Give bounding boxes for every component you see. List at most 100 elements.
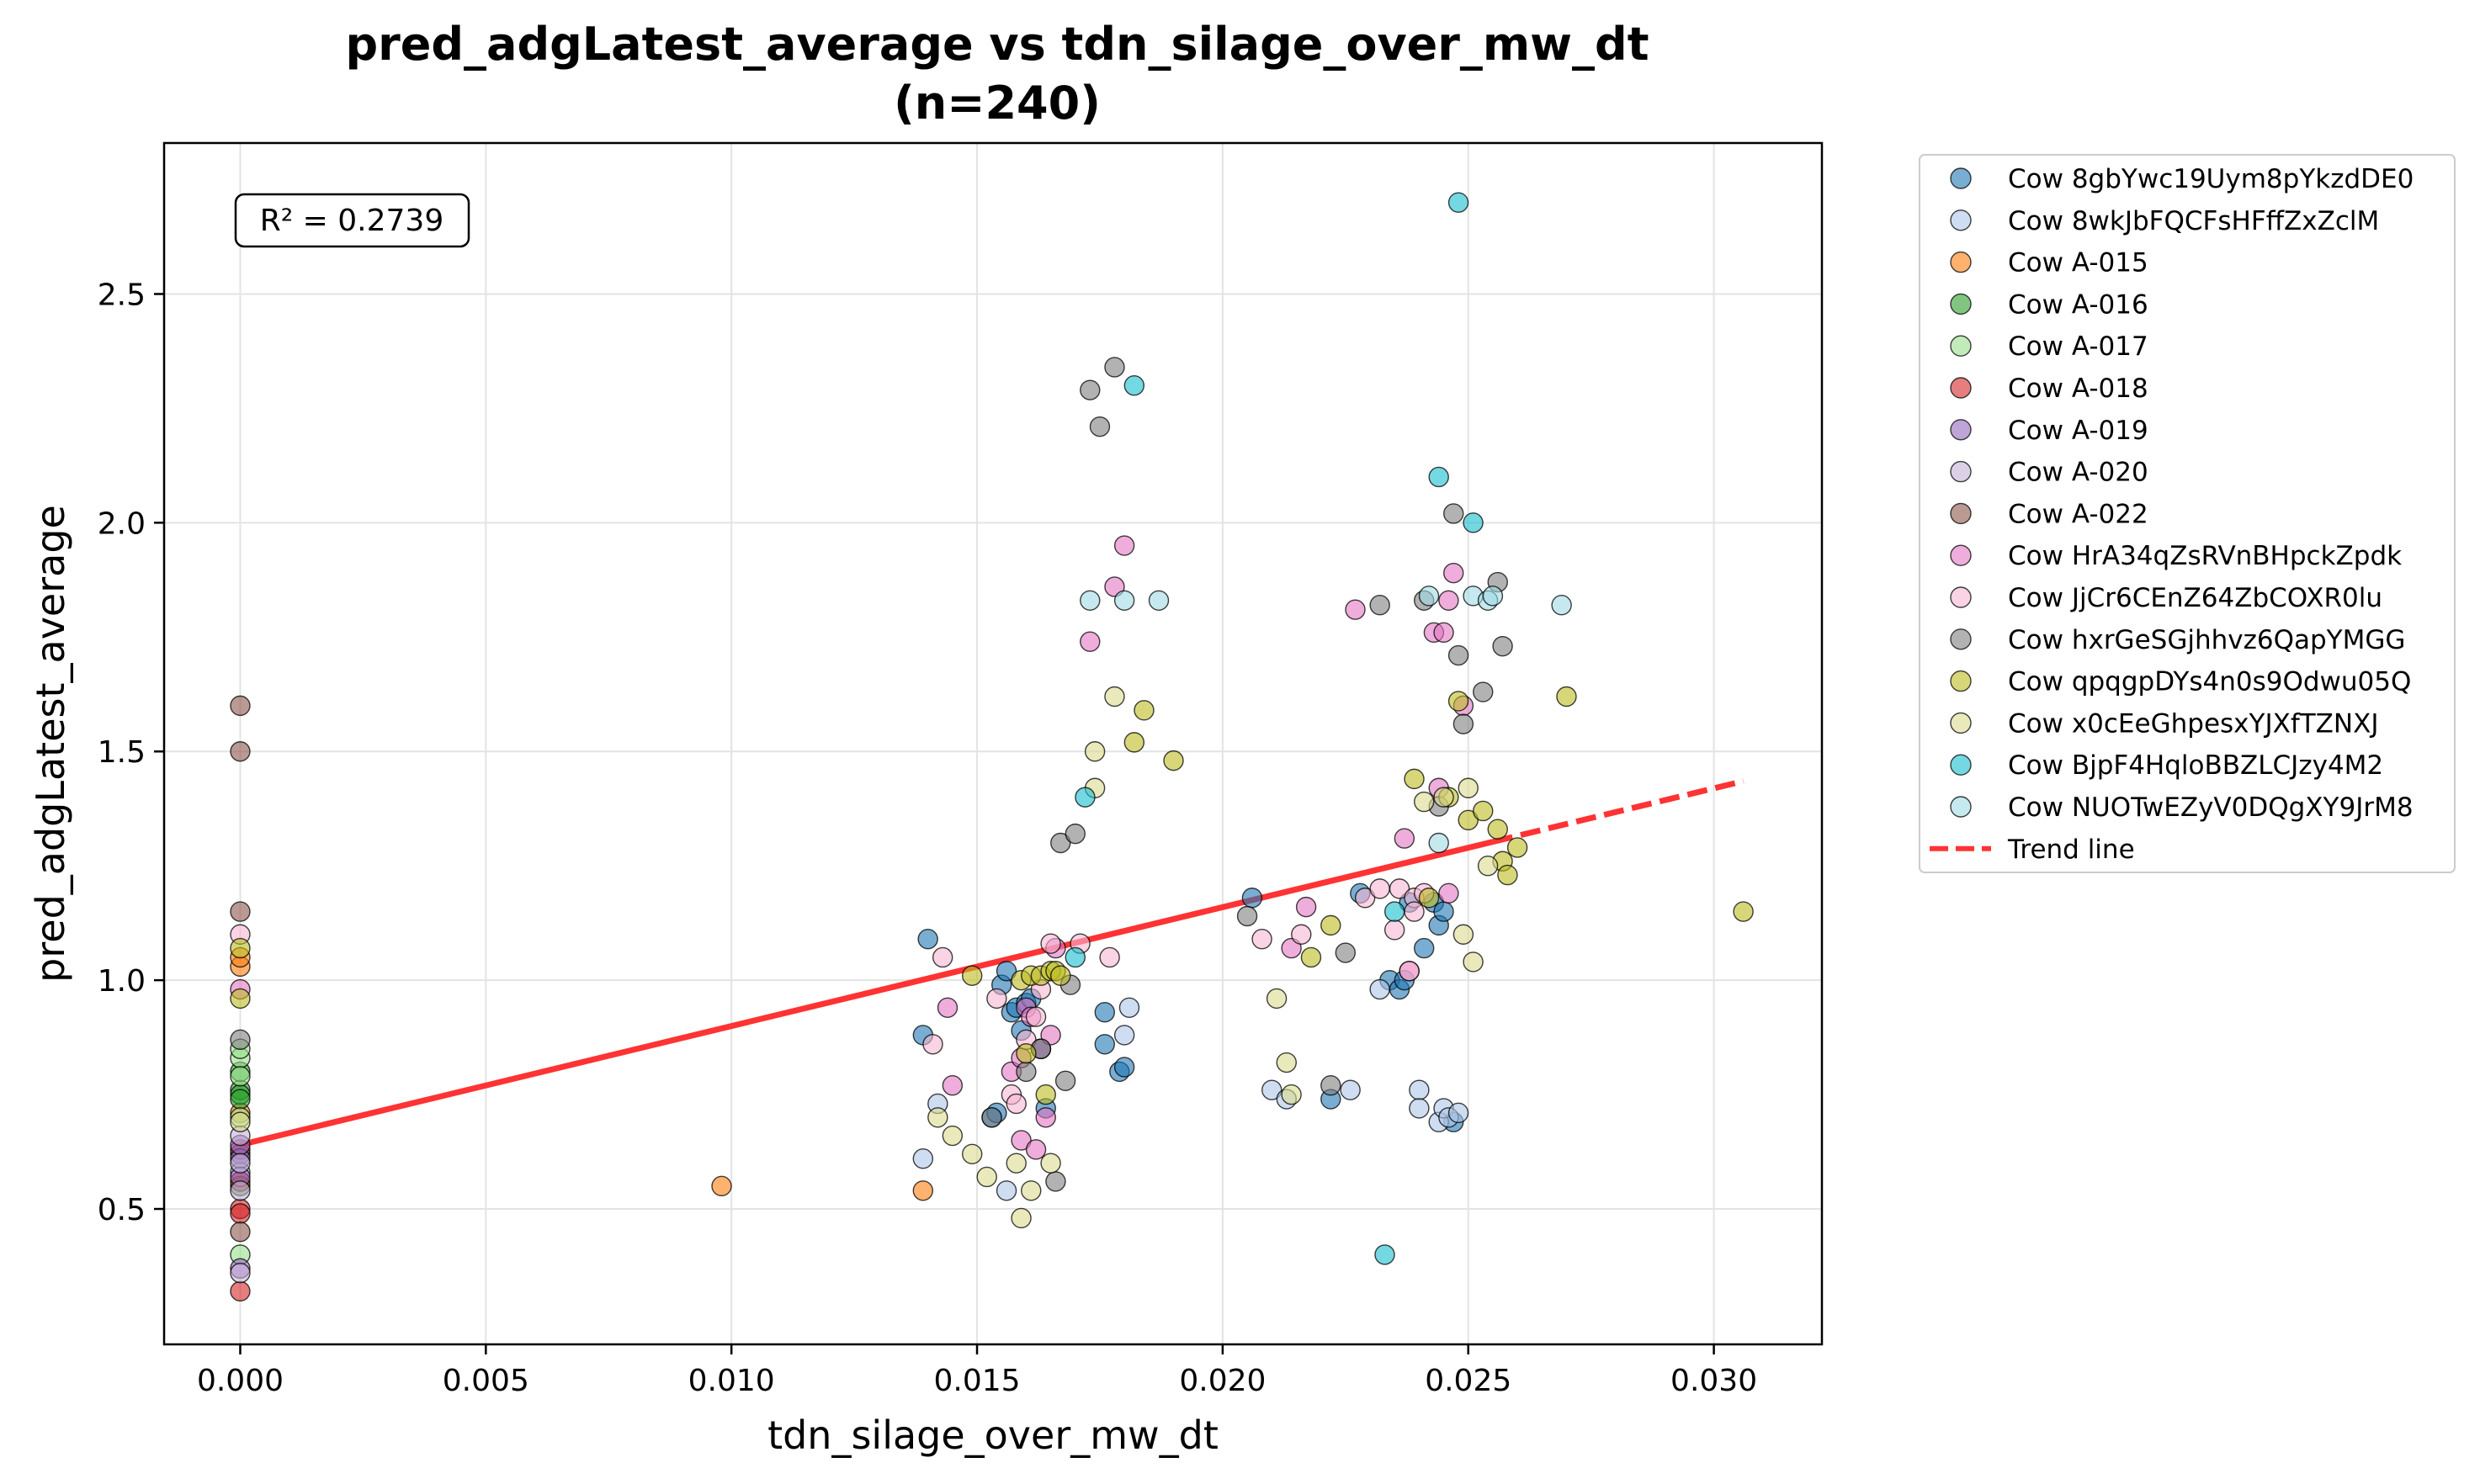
legend-label: Cow A-017	[2008, 331, 2148, 362]
scatter-point	[230, 1066, 251, 1087]
chart-title: pred_adgLatest_average vs tdn_silage_ove…	[345, 18, 1649, 71]
legend-label: Cow JjCr6CEnZ64ZbCOXR0lu	[2008, 583, 2382, 613]
scatter-point	[1443, 562, 1464, 584]
scatter-point	[912, 1148, 934, 1169]
scatter-point	[1428, 466, 1449, 488]
r-squared-annotation: R² = 0.2739	[234, 193, 470, 248]
scatter-point	[1409, 1098, 1430, 1119]
scatter-point	[230, 1280, 251, 1302]
scatter-point	[1035, 1107, 1056, 1128]
scatter-point	[1025, 1139, 1047, 1160]
scatter-point	[1433, 622, 1454, 644]
grid-lines	[164, 143, 1822, 1344]
legend-label: Cow NUOTwEZyV0DQgXY9JrM8	[2008, 792, 2414, 823]
legend-label: Cow A-020	[2008, 458, 2148, 488]
scatter-point	[1404, 768, 1425, 790]
legend-marker	[1950, 460, 1972, 483]
scatter-point	[1094, 1002, 1115, 1023]
legend-label: Cow HrA34qZsRVnBHpckZpdk	[2008, 541, 2402, 571]
y-tick-label: 1.0	[98, 964, 146, 999]
scatter-point	[996, 961, 1017, 982]
scatter-point	[230, 695, 251, 717]
legend-label: Cow 8gbYwc19Uym8pYkzdDE0	[2008, 164, 2414, 194]
scatter-point	[912, 1180, 934, 1201]
scatter-point	[1236, 905, 1258, 927]
scatter-point	[230, 1203, 251, 1224]
scatter-point	[230, 1089, 251, 1110]
scatter-point	[1506, 837, 1528, 858]
scatter-point	[927, 1107, 948, 1128]
legend-label: Cow A-019	[2008, 416, 2148, 446]
scatter-point	[1383, 901, 1405, 922]
scatter-point	[1389, 878, 1410, 899]
scatter-point	[1006, 1093, 1027, 1115]
y-tick-label: 2.0	[98, 506, 146, 541]
scatter-point	[917, 928, 938, 950]
scatter-point	[230, 741, 251, 762]
scatter-point	[1065, 823, 1086, 845]
scatter-point	[1021, 1180, 1042, 1201]
legend-label-trend: Trend line	[2007, 835, 2135, 865]
scatter-point	[230, 1111, 251, 1132]
scatter-point	[1443, 503, 1464, 524]
x-tick-label: 0.015	[933, 1364, 1020, 1398]
scatter-point	[230, 1029, 251, 1051]
r-squared-box	[234, 193, 470, 248]
legend-marker	[1950, 167, 1972, 189]
legend-label: Cow A-015	[2008, 248, 2148, 278]
scatter-point	[1016, 1042, 1037, 1064]
scatter-point	[942, 1125, 964, 1147]
scatter-point	[1428, 832, 1449, 854]
trend-line-group	[239, 778, 1744, 1148]
scatter-point	[1733, 901, 1754, 922]
x-axis-ticks: 0.000 0.005 0.010 0.015 0.020 0.025 0.030	[197, 1344, 1757, 1398]
scatter-point	[1447, 192, 1469, 213]
scatter-point	[1438, 882, 1459, 904]
scatter-point	[961, 965, 983, 986]
scatter-point	[1409, 1079, 1430, 1100]
scatter-point	[1300, 946, 1322, 968]
scatter-point	[1123, 375, 1145, 396]
scatter-point	[1291, 924, 1312, 945]
scatter-point	[1320, 1075, 1341, 1096]
scatter-point	[230, 1153, 251, 1174]
scatter-point	[932, 946, 953, 968]
legend-frame	[1919, 154, 2456, 873]
scatter-point	[1447, 1102, 1469, 1124]
x-tick-label: 0.020	[1179, 1364, 1266, 1398]
legend-marker	[1950, 502, 1972, 525]
scatter-point	[711, 1175, 732, 1197]
legend-marker	[1950, 293, 1972, 315]
scatter-point	[1011, 1207, 1032, 1229]
chart-subtitle: (n=240)	[894, 77, 1101, 130]
scatter-point	[1113, 590, 1135, 611]
legend: Cow 8gbYwc19Uym8pYkzdDE0 Cow 8wkJbFQCFsHF…	[1919, 154, 2456, 873]
scatter-point	[1374, 1244, 1395, 1265]
scatter-point	[942, 1075, 964, 1096]
scatter-point	[996, 1180, 1017, 1201]
legend-label: Cow A-018	[2008, 374, 2148, 404]
y-axis-label: pred_adgLatest_average	[28, 505, 73, 983]
scatter-point	[1433, 901, 1454, 922]
scatter-point	[1463, 512, 1484, 533]
scatter-point	[1099, 946, 1120, 968]
scatter-point	[922, 1034, 943, 1055]
scatter-point	[1413, 791, 1435, 813]
scatter-point	[1075, 787, 1096, 808]
scatter-point	[230, 937, 251, 959]
legend-marker	[1950, 377, 1972, 399]
y-tick-label: 0.5	[98, 1193, 146, 1227]
scatter-point	[1006, 1153, 1027, 1174]
scatter-point	[986, 988, 1007, 1010]
scatter-point	[1011, 1130, 1032, 1151]
scatter-point	[1113, 1025, 1135, 1046]
scatter-point	[1276, 1052, 1297, 1073]
scatter-point	[1463, 951, 1484, 973]
scatter-point	[1050, 832, 1071, 854]
scatter-point	[1551, 595, 1572, 616]
scatter-point	[1261, 1079, 1282, 1100]
scatter-point	[981, 1107, 1002, 1128]
plot-frame	[162, 141, 1824, 1346]
scatter-point	[1369, 878, 1390, 899]
